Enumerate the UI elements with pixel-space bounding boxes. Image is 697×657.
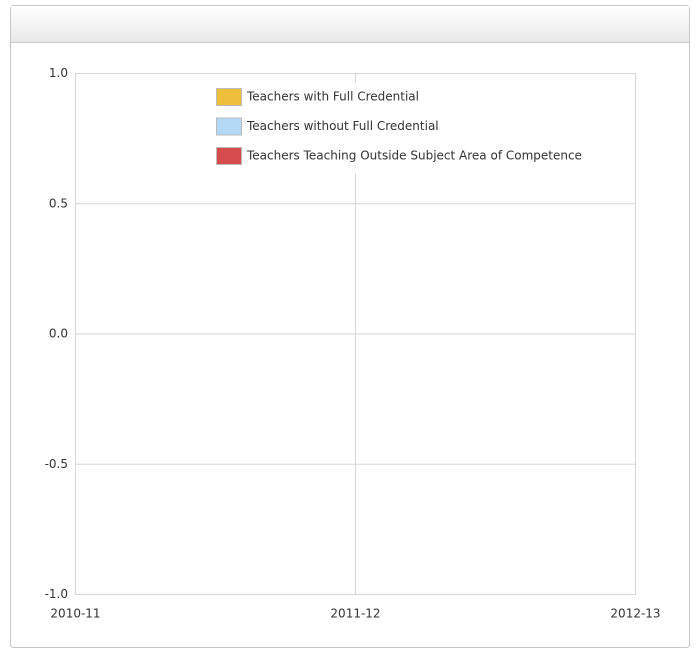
- panel-header: [11, 6, 689, 42]
- y-tick-label: 0.0: [49, 327, 68, 341]
- x-tick-label: 2011-12: [330, 607, 380, 621]
- y-tick-label: 0.5: [49, 196, 68, 210]
- legend-swatch: [216, 88, 242, 106]
- legend-label: Teachers Teaching Outside Subject Area o…: [246, 149, 582, 163]
- legend-swatch: [216, 147, 242, 165]
- legend-label: Teachers without Full Credential: [246, 119, 439, 133]
- legend-label: Teachers with Full Credential: [246, 90, 419, 104]
- legend-swatch: [216, 117, 242, 136]
- x-tick-label: 2010-11: [50, 607, 100, 621]
- y-tick-label: 1.0: [49, 66, 68, 80]
- y-tick-label: -0.5: [45, 457, 68, 471]
- legend-background: [212, 83, 632, 174]
- x-tick-label: 2012-13: [610, 607, 660, 621]
- y-tick-label: -1.0: [45, 587, 68, 601]
